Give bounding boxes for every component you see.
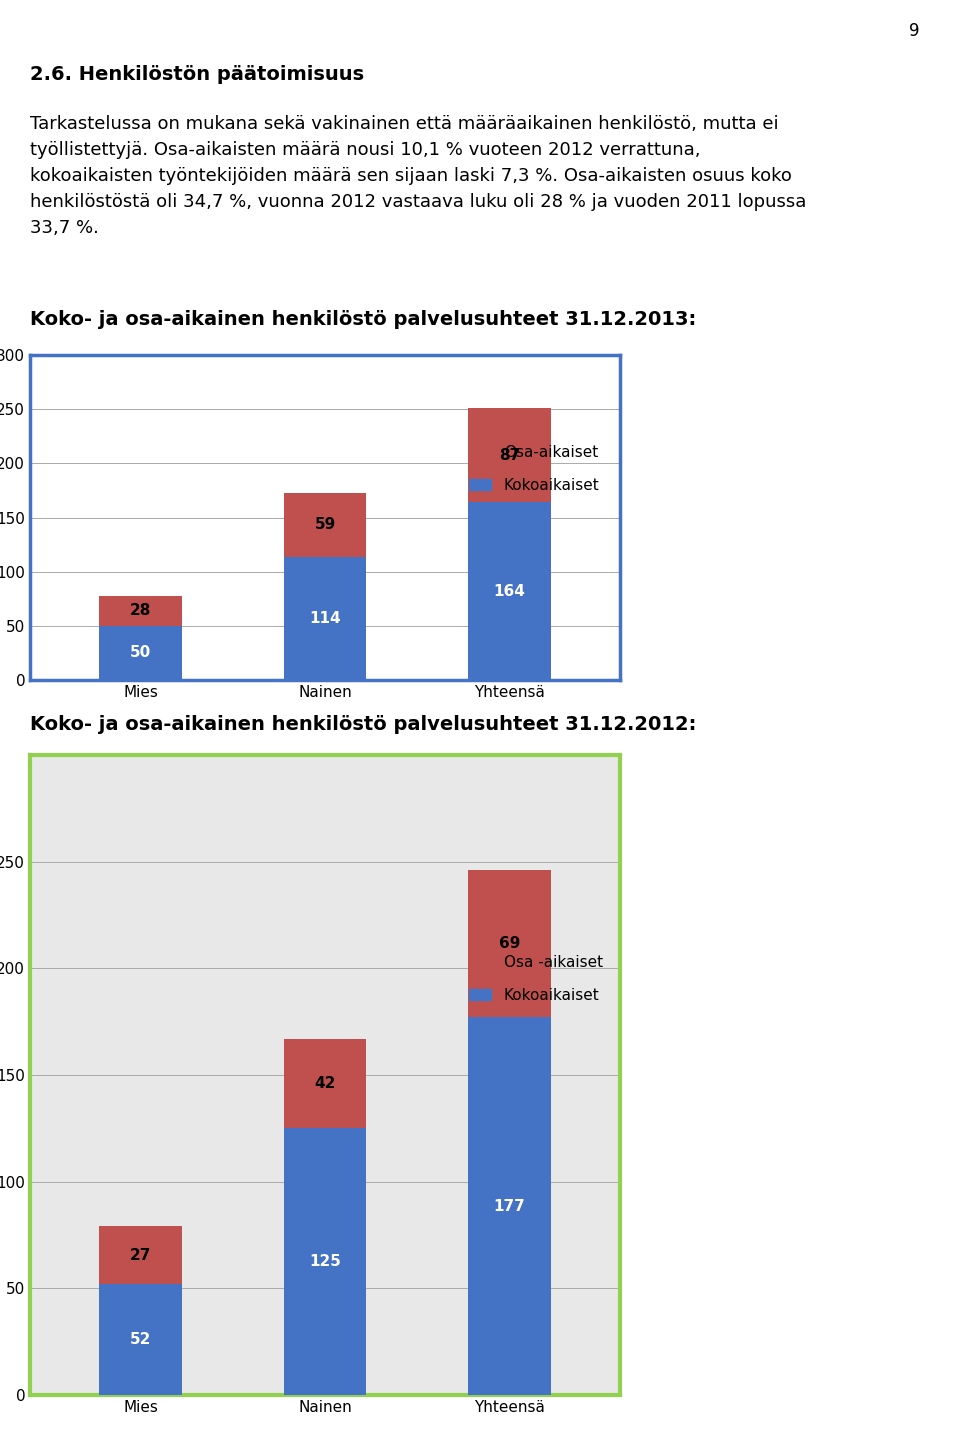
Text: 69: 69 [498,936,520,952]
Text: 52: 52 [130,1332,152,1348]
Legend: Osa-aikaiset, Kokoaikaiset: Osa-aikaiset, Kokoaikaiset [463,439,606,498]
Bar [283,493,367,556]
Text: Koko- ja osa-aikainen henkilöstö palvelusuhteet 31.12.2012:: Koko- ja osa-aikainen henkilöstö palvelu… [30,714,696,735]
Text: kokoaikaisten työntekijöiden määrä sen sijaan laski 7,3 %. Osa-aikaisten osuus k: kokoaikaisten työntekijöiden määrä sen s… [30,167,792,185]
Text: 33,7 %.: 33,7 %. [30,219,99,238]
Text: 42: 42 [314,1077,336,1091]
Bar [99,596,182,626]
Legend: Osa -aikaiset, Kokoaikaiset: Osa -aikaiset, Kokoaikaiset [463,949,609,1010]
Bar [283,1129,367,1395]
Text: Tarkastelussa on mukana sekä vakinainen että määräaikainen henkilöstö, mutta ei: Tarkastelussa on mukana sekä vakinainen … [30,114,779,133]
Bar [468,871,551,1017]
Text: 28: 28 [130,603,152,619]
Text: 164: 164 [493,584,525,598]
Bar [99,1226,182,1284]
Text: 125: 125 [309,1255,341,1269]
Bar [468,1017,551,1395]
Bar [283,1039,367,1129]
Text: henkilöstöstä oli 34,7 %, vuonna 2012 vastaava luku oli 28 % ja vuoden 2011 lopu: henkilöstöstä oli 34,7 %, vuonna 2012 va… [30,193,806,212]
Text: 114: 114 [309,610,341,626]
Text: 27: 27 [130,1248,152,1262]
Text: 87: 87 [499,448,520,462]
Text: työllistettyjä. Osa-aikaisten määrä nousi 10,1 % vuoteen 2012 verrattuna,: työllistettyjä. Osa-aikaisten määrä nous… [30,141,701,159]
Text: Koko- ja osa-aikainen henkilöstö palvelusuhteet 31.12.2013:: Koko- ja osa-aikainen henkilöstö palvelu… [30,310,696,329]
Bar [468,409,551,503]
Bar [283,556,367,680]
Bar [99,1284,182,1395]
Text: 59: 59 [314,517,336,532]
Bar [468,503,551,680]
Text: 9: 9 [909,22,920,41]
Text: 177: 177 [493,1198,525,1214]
Bar [99,626,182,680]
Text: 2.6. Henkilöstön päätoimisuus: 2.6. Henkilöstön päätoimisuus [30,65,364,84]
Text: 50: 50 [130,645,152,661]
